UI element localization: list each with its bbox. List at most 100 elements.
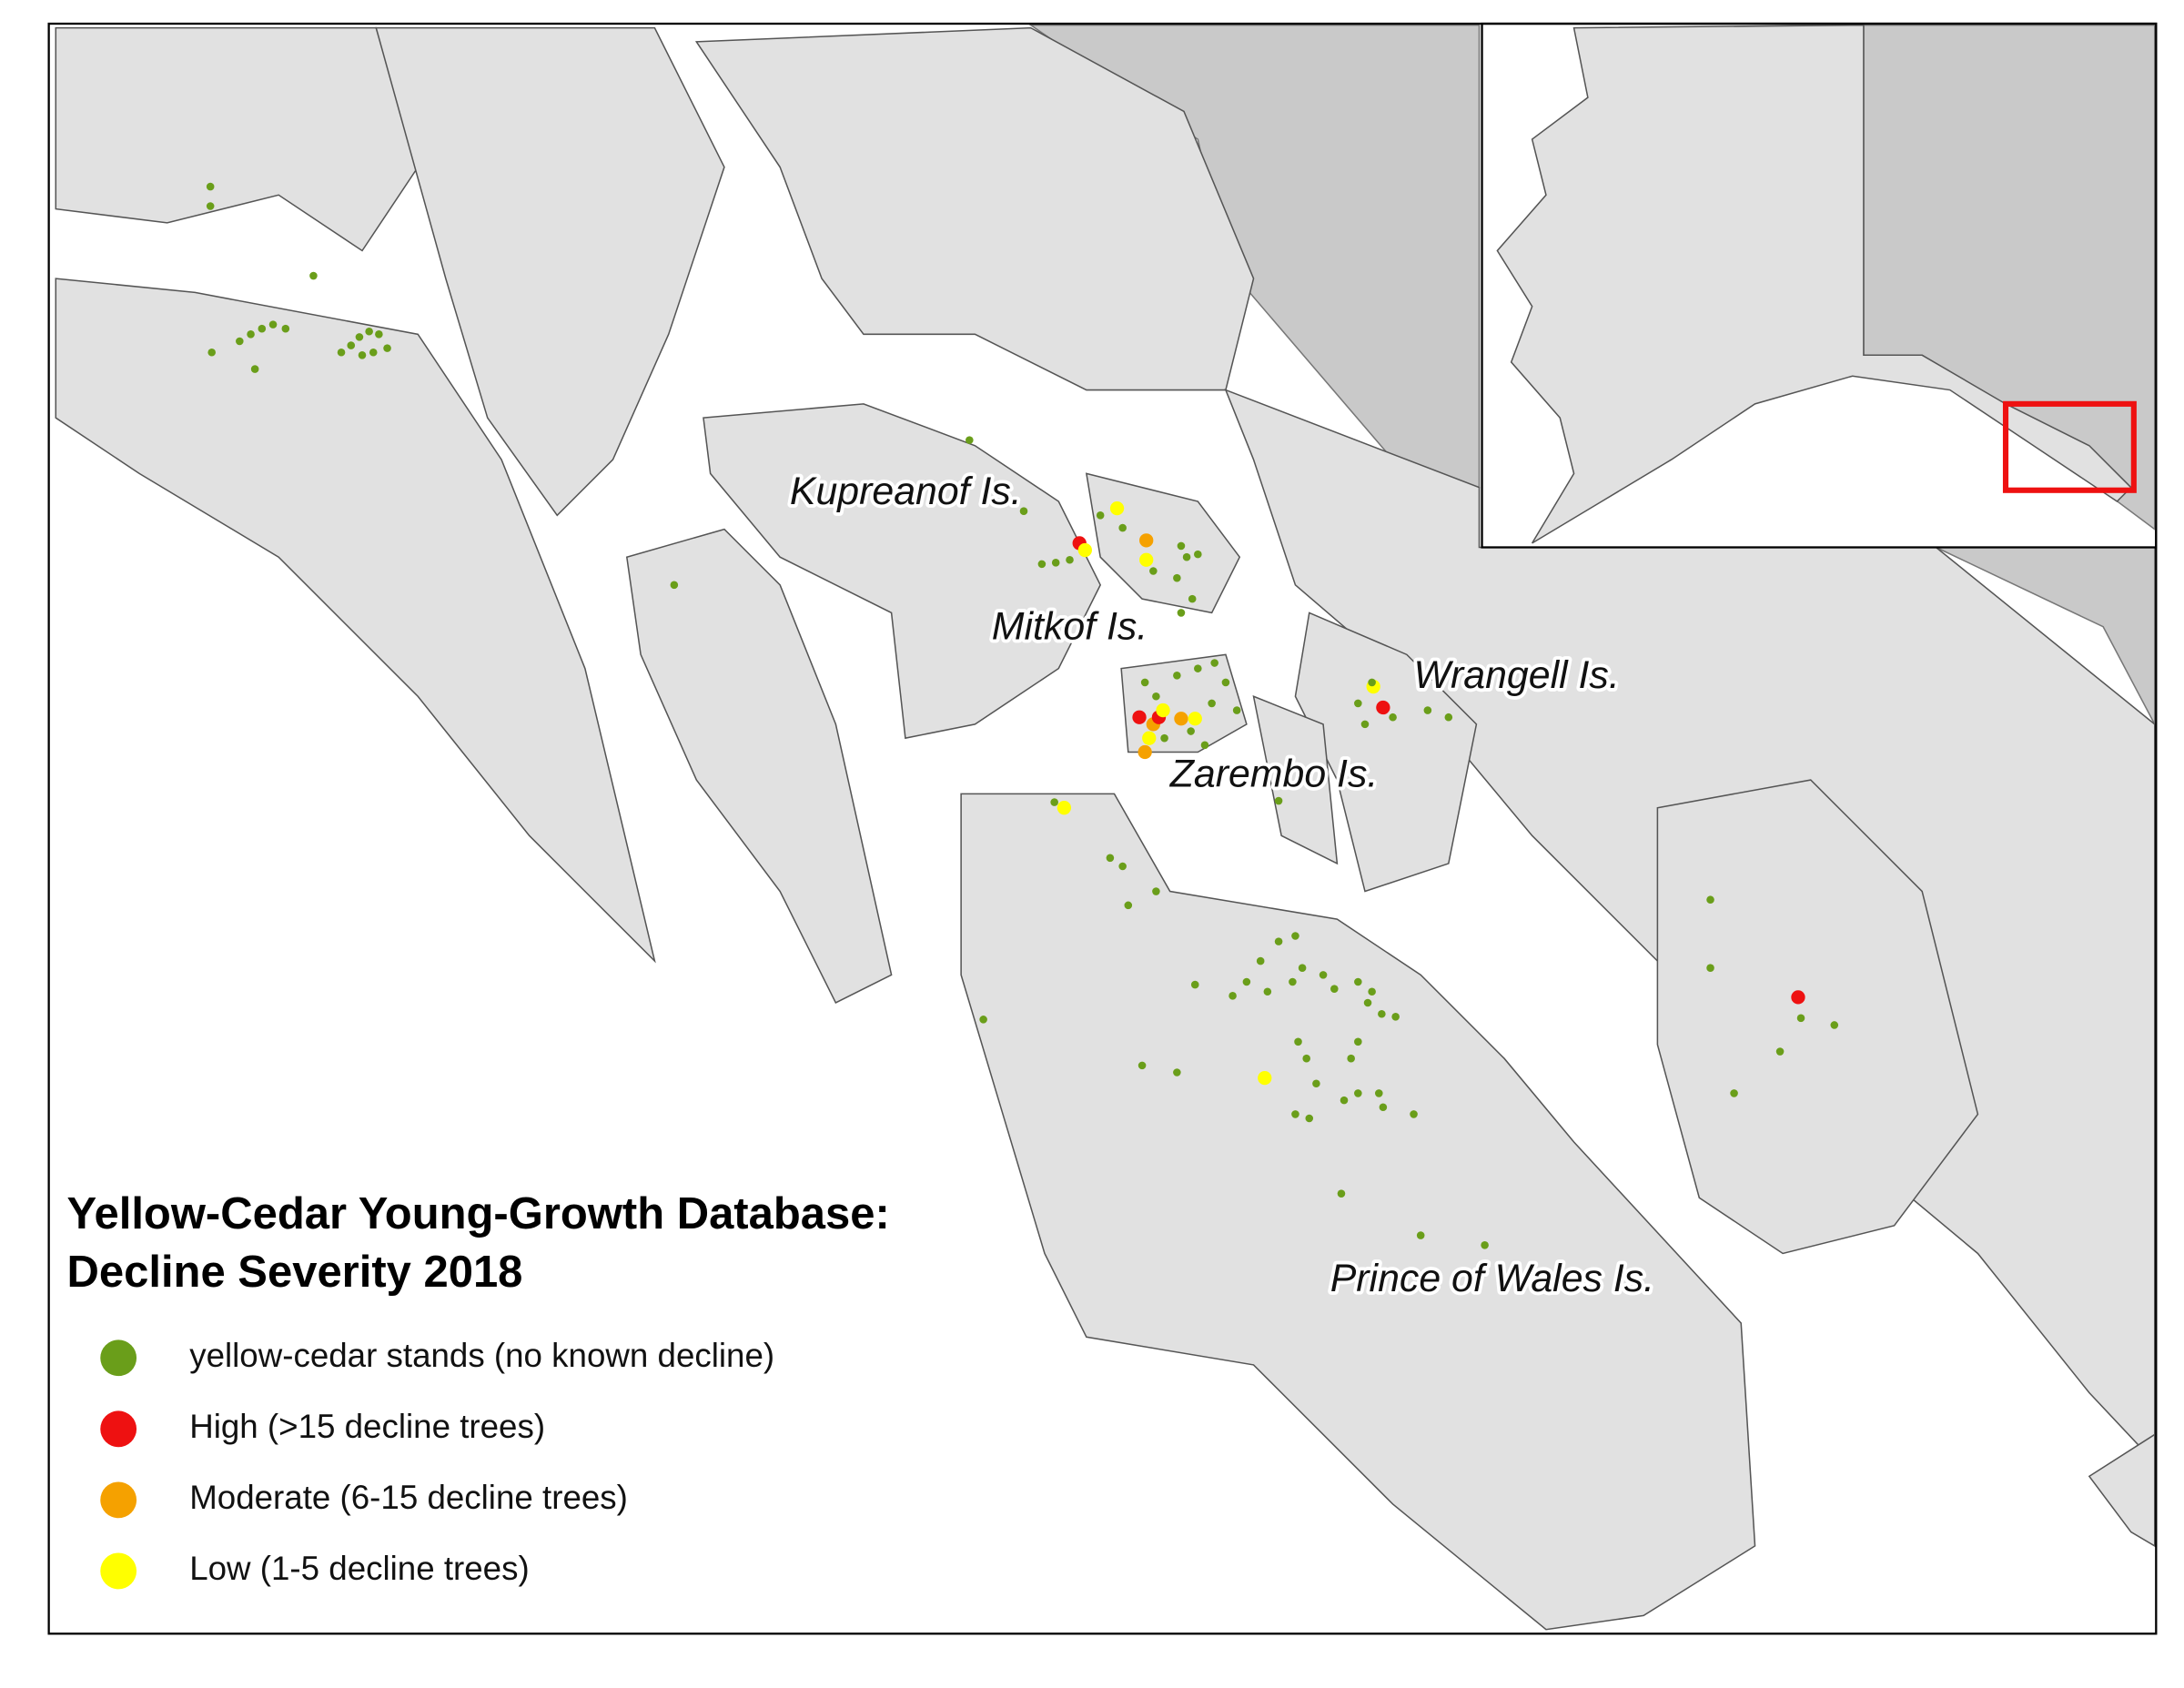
title: Decline Severity 2018 xyxy=(67,1248,523,1297)
stand-point xyxy=(1194,550,1202,559)
stand-point xyxy=(1337,1189,1346,1198)
stand-point xyxy=(1305,1114,1314,1123)
stand-point xyxy=(979,1016,987,1024)
title: Yellow-Cedar Young-Growth Database: xyxy=(67,1189,890,1238)
land xyxy=(625,528,893,1005)
land xyxy=(1294,612,1478,893)
stand-point xyxy=(1210,659,1218,667)
stand-point xyxy=(1379,1103,1388,1112)
place-label: Mitkof Is. xyxy=(992,605,1148,649)
stand-point xyxy=(1139,533,1154,548)
legend-swatch xyxy=(100,1339,137,1377)
stand-point xyxy=(281,324,290,333)
stand-point xyxy=(1140,678,1149,687)
stand-point xyxy=(1410,1110,1418,1118)
stand-point xyxy=(1149,567,1158,575)
stand-point xyxy=(206,202,215,210)
land xyxy=(1656,779,1979,1255)
stand-point xyxy=(1730,1089,1738,1097)
stand-point xyxy=(1132,710,1147,724)
land xyxy=(375,26,725,517)
legend-items: yellow-cedar stands (no known decline) Hi… xyxy=(100,1337,774,1590)
stand-point xyxy=(1706,964,1714,973)
stand-point xyxy=(355,333,364,341)
stand-point xyxy=(258,324,267,333)
stand-point xyxy=(1173,1068,1181,1076)
legend-label: High (>15 decline trees) xyxy=(189,1408,545,1445)
stand-point xyxy=(1375,1089,1383,1097)
stand-point xyxy=(1830,1021,1839,1029)
stand-point xyxy=(1298,964,1307,973)
land xyxy=(1085,472,1241,614)
stand-point xyxy=(1138,744,1152,760)
stand-point xyxy=(1160,733,1168,743)
stand-point xyxy=(1174,712,1188,726)
stand-point xyxy=(1289,977,1297,986)
stand-point xyxy=(1389,713,1397,722)
land xyxy=(694,26,1255,391)
stand-point xyxy=(1208,699,1216,708)
stand-point xyxy=(347,341,356,349)
land xyxy=(960,793,1756,1631)
stand-point xyxy=(1106,854,1115,863)
stand-point xyxy=(1347,1054,1355,1063)
stand-point xyxy=(1173,573,1181,582)
stand-point xyxy=(1274,796,1283,805)
stand-point xyxy=(1228,992,1237,1000)
legend-label: Low (1-5 decline trees) xyxy=(189,1550,529,1587)
stand-points xyxy=(206,182,1839,1249)
stand-point xyxy=(1173,672,1181,680)
stand-point xyxy=(1791,990,1805,1005)
stand-point xyxy=(1124,901,1133,910)
stand-point xyxy=(1363,998,1372,1007)
legend-label: yellow-cedar stands (no known decline) xyxy=(189,1337,774,1374)
stand-point xyxy=(1444,713,1453,722)
stand-point xyxy=(1354,1037,1362,1046)
stand-point xyxy=(1051,559,1060,567)
place-label: Kupreanof Is. xyxy=(790,470,1022,513)
stand-point xyxy=(1200,741,1209,750)
stand-point xyxy=(1142,731,1157,745)
stand-point xyxy=(1188,594,1197,603)
stand-point xyxy=(1096,511,1105,520)
place-labels: Kupreanof Is. Mitkof Is. Wrangell Is. Za… xyxy=(786,466,1658,1303)
legend-label: Moderate (6-15 decline trees) xyxy=(189,1479,628,1516)
stand-point xyxy=(1258,1070,1272,1086)
stand-point xyxy=(1481,1241,1489,1249)
stand-point xyxy=(1138,1061,1147,1070)
stand-point xyxy=(1378,1009,1386,1018)
stand-point xyxy=(1354,977,1362,986)
inset-map xyxy=(1481,22,2158,549)
stand-point xyxy=(1368,678,1376,687)
stand-point xyxy=(1118,523,1127,532)
land xyxy=(2088,1433,2156,1548)
stand-point xyxy=(1152,692,1160,701)
stand-point xyxy=(1057,801,1072,815)
stand-point xyxy=(1232,706,1241,714)
place-label: Prince of Wales Is. xyxy=(1330,1257,1654,1300)
stand-point xyxy=(250,365,259,373)
stand-point xyxy=(236,337,244,346)
stand-point xyxy=(309,271,318,280)
stand-point xyxy=(1019,507,1028,515)
stand-point xyxy=(1312,1079,1320,1088)
stand-point xyxy=(1156,702,1170,718)
stand-point xyxy=(358,350,367,359)
stand-point xyxy=(1354,699,1362,708)
stand-point xyxy=(337,348,346,357)
stand-point xyxy=(1182,552,1191,561)
stand-point xyxy=(1177,541,1186,551)
stand-point xyxy=(365,327,373,336)
stand-point xyxy=(1194,664,1202,672)
inset-alaska xyxy=(1496,24,2132,544)
stand-point xyxy=(1775,1047,1785,1056)
legend-swatch xyxy=(100,1552,137,1590)
legend: Yellow-Cedar Young-Growth Database: Decl… xyxy=(67,1189,890,1590)
stand-point xyxy=(1416,1231,1425,1239)
stand-point xyxy=(1291,932,1299,940)
stand-point xyxy=(966,436,974,444)
stand-point xyxy=(1354,1089,1362,1097)
stand-point xyxy=(1188,712,1202,726)
